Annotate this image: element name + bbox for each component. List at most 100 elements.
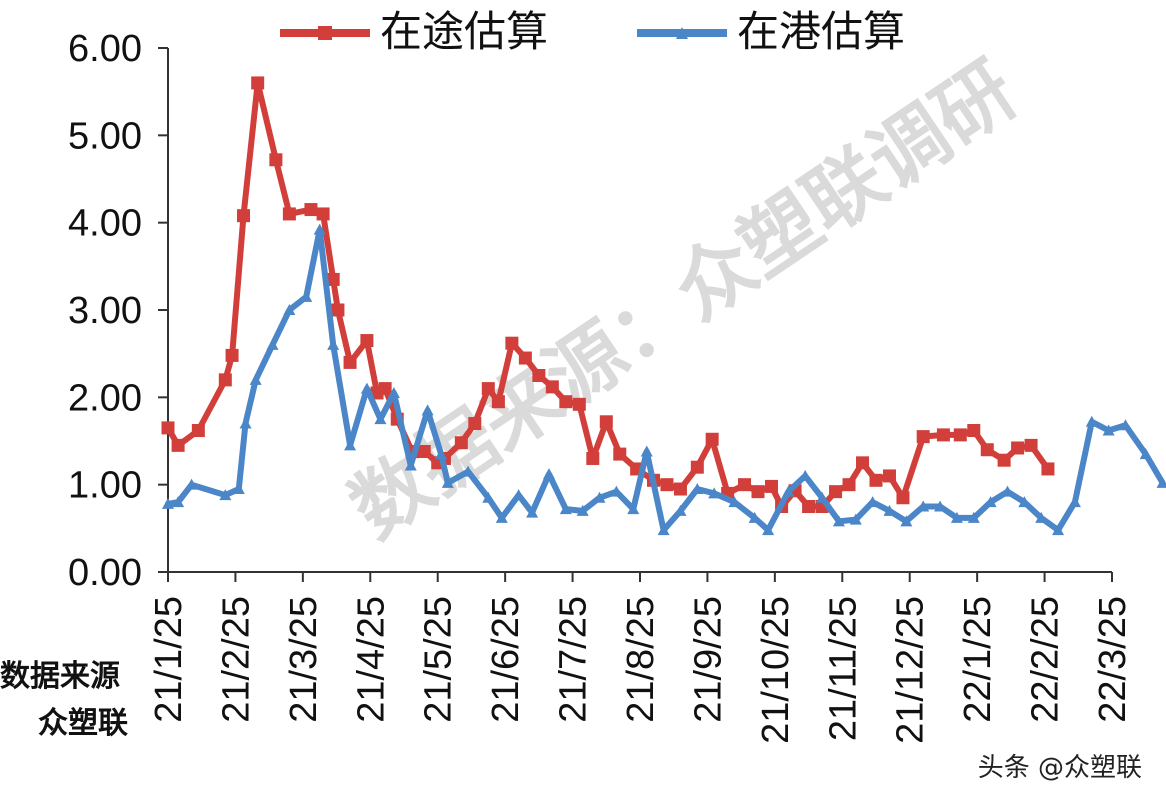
data-point: [225, 348, 239, 362]
data-point: [764, 479, 778, 493]
data-point: [708, 487, 721, 499]
data-point: [191, 424, 205, 438]
y-tick-label: 5.00: [68, 115, 142, 157]
data-point: [691, 483, 704, 495]
data-point: [559, 503, 572, 515]
data-point: [481, 382, 495, 396]
data-point: [526, 506, 539, 518]
data-point: [532, 369, 546, 382]
data-point: [657, 524, 670, 536]
data-point: [300, 290, 313, 302]
data-point: [171, 438, 185, 452]
data-point: [304, 203, 318, 217]
data-point: [967, 511, 980, 523]
data-point: [1068, 496, 1081, 508]
data-point: [1102, 424, 1115, 436]
data-point: [866, 496, 879, 508]
data-point: [613, 447, 627, 461]
data-point: [869, 473, 883, 487]
data-point: [738, 478, 752, 492]
credit-text: 头条 @众塑联: [978, 753, 1142, 783]
x-tick-label: 21/9/25: [687, 596, 729, 723]
data-point: [782, 485, 795, 497]
x-tick-label: 21/7/25: [553, 596, 595, 723]
data-point: [441, 476, 454, 488]
data-point: [417, 444, 431, 458]
data-point: [690, 460, 704, 474]
data-point: [421, 404, 434, 416]
legend: 在途估算 在港估算: [280, 7, 905, 56]
x-tick-label: 21/2/25: [215, 596, 257, 723]
y-tick-label: 0.00: [68, 552, 142, 594]
data-point: [882, 469, 896, 483]
data-point: [331, 303, 345, 317]
data-point: [237, 209, 251, 223]
series-in-port: [162, 223, 1166, 536]
source-note-line2: 众塑联: [38, 706, 128, 741]
data-point: [997, 453, 1011, 467]
data-point: [610, 485, 623, 497]
data-point: [799, 469, 812, 481]
data-point: [219, 489, 232, 501]
data-point: [518, 351, 532, 365]
watermark-layer: 数据来源：众塑联调研: [335, 45, 1032, 556]
data-point: [802, 500, 816, 513]
data-point: [1139, 448, 1152, 460]
data-point: [512, 489, 525, 501]
data-point: [1001, 485, 1014, 497]
data-point: [953, 428, 967, 442]
x-tick-label: 21/10/25: [755, 596, 797, 744]
data-point: [162, 497, 174, 509]
data-point: [1018, 496, 1031, 508]
data-point: [482, 491, 495, 503]
data-point: [627, 503, 640, 515]
data-point: [1119, 419, 1132, 431]
data-point: [266, 338, 279, 350]
data-point: [673, 482, 687, 496]
data-point: [816, 491, 829, 503]
data-point: [883, 504, 896, 516]
data-point: [950, 511, 963, 523]
data-point: [967, 424, 981, 438]
data-point: [185, 478, 198, 490]
data-point: [462, 465, 475, 477]
data-point: [495, 511, 508, 523]
data-point: [360, 334, 374, 348]
data-point: [251, 76, 265, 90]
y-axis-ticks: 0.00 1.00 2.00 3.00 4.00 5.00 6.00: [68, 28, 168, 594]
data-point: [161, 421, 175, 435]
x-tick-label: 21/8/25: [620, 596, 662, 723]
data-point: [468, 417, 482, 431]
y-tick-label: 2.00: [68, 377, 142, 419]
data-point: [454, 436, 468, 450]
data-point: [896, 491, 910, 505]
data-point: [218, 373, 232, 387]
data-point: [762, 524, 775, 536]
data-point: [545, 380, 559, 394]
data-point: [829, 485, 843, 499]
y-tick-label: 6.00: [68, 28, 142, 70]
y-tick-label: 3.00: [68, 290, 142, 332]
data-point: [1024, 438, 1038, 452]
legend-marker-in-port: [676, 27, 688, 39]
series-line: [165, 79, 1051, 510]
x-tick-label: 22/1/25: [957, 596, 999, 723]
data-point: [934, 500, 947, 512]
x-tick-label: 22/3/25: [1092, 596, 1134, 723]
watermark-text: 数据来源：众塑联调研: [335, 45, 1032, 556]
data-point: [343, 355, 357, 369]
source-note-line1: 数据来源: [0, 659, 120, 694]
data-point: [239, 417, 252, 429]
legend-label-in-transit: 在途估算: [380, 7, 548, 56]
data-point: [842, 478, 856, 492]
data-point: [559, 395, 573, 409]
data-point: [326, 272, 340, 286]
data-point: [984, 496, 997, 508]
data-point: [327, 338, 340, 350]
x-tick-label: 21/11/25: [822, 596, 864, 741]
x-tick-label: 21/12/25: [890, 596, 932, 744]
data-point: [728, 496, 741, 508]
data-point: [917, 500, 930, 512]
